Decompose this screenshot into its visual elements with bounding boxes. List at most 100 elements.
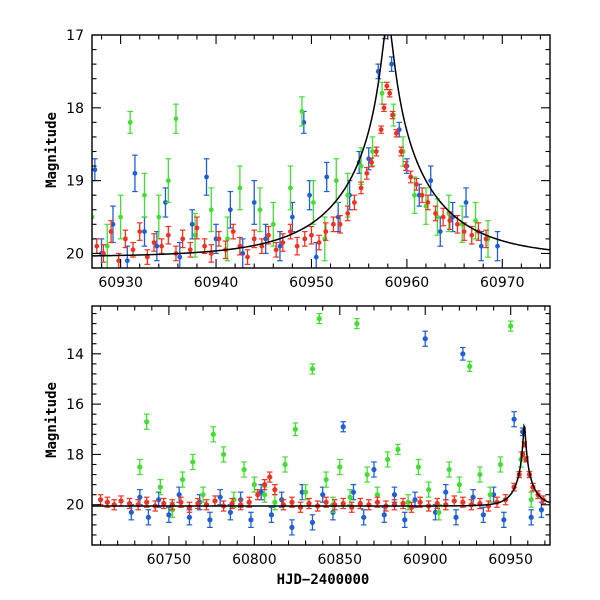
bottom-panel: Magnitude 60750 60800 60850 60900 60950 14 16 1… (44, 305, 551, 588)
top-red-point (287, 223, 294, 240)
top-green-point (237, 165, 243, 211)
top-blue-point (427, 165, 434, 196)
bottom-green-point (309, 363, 316, 375)
bottom-red-point (266, 471, 273, 483)
top-red-point (407, 170, 414, 184)
bottom-green-point (395, 443, 401, 456)
top-red-point (265, 225, 272, 245)
top-model-curve (92, 35, 550, 257)
bottom-ytick-label: 18 (66, 447, 84, 463)
bottom-green-point (316, 312, 323, 325)
bottom-ytick-label: 14 (66, 347, 84, 363)
top-xtick-label: 60970 (480, 275, 525, 291)
top-red-point (373, 146, 380, 157)
bottom-red-point (366, 499, 372, 511)
top-blue-point (189, 209, 195, 240)
bottom-green-point (292, 422, 299, 437)
top-red-point (179, 229, 186, 249)
bottom-green-point (210, 426, 217, 443)
top-blue-point (463, 187, 469, 218)
top-panel: Magnitude 60930 60940 60950 60960 60970 17 18 1… (44, 28, 551, 291)
top-green-point (155, 194, 162, 240)
top-red-point (194, 216, 200, 240)
top-green-point (141, 172, 148, 218)
bottom-xtick-label: 60800 (232, 552, 277, 568)
bottom-green-point (302, 484, 309, 501)
bottom-green-point (241, 461, 247, 478)
top-green-point (173, 103, 179, 134)
bottom-red-point (97, 494, 104, 506)
top-green-point (192, 212, 198, 258)
shared-xlabel: HJD−2400000 (277, 572, 370, 588)
top-blue-point (110, 205, 116, 244)
top-red-point (389, 110, 396, 120)
bottom-green-point (425, 481, 432, 498)
bottom-blue-point (422, 330, 429, 347)
bottom-red-point (254, 489, 261, 501)
top-red-point (259, 238, 265, 255)
bottom-red-point (400, 497, 406, 510)
bottom-red-point (111, 499, 118, 511)
top-red-point (344, 205, 351, 222)
top-green-point (224, 216, 231, 262)
top-blue-point (251, 180, 258, 225)
top-blue-point (92, 158, 98, 182)
top-red-point (419, 187, 425, 204)
bottom-blue-point (319, 486, 326, 503)
bottom-green-point (354, 317, 360, 330)
bottom-red-point (442, 499, 449, 511)
top-green-point (270, 201, 277, 247)
bottom-red-point (104, 496, 111, 508)
bottom-blue-point (309, 514, 316, 531)
top-ytick-label: 19 (66, 174, 84, 190)
top-red-point (351, 194, 358, 211)
top-green-point (127, 110, 133, 134)
top-red-point (386, 89, 393, 98)
bottom-model-curve (92, 423, 550, 507)
top-blue-point (124, 245, 131, 268)
bottom-red-point (460, 496, 466, 508)
top-red-point (301, 230, 308, 247)
top-green-point (208, 187, 215, 233)
top-blue-point (494, 230, 501, 262)
top-xtick-label: 60940 (194, 275, 239, 291)
bottom-red-point (272, 484, 278, 496)
bottom-red-point (297, 501, 304, 513)
top-blue-point (176, 241, 183, 268)
top-red-point (378, 125, 384, 134)
bottom-blue-point (350, 484, 357, 501)
bottom-red-point (417, 496, 423, 508)
bottom-blue-point (207, 511, 213, 528)
top-red-point (381, 103, 387, 113)
bottom-green-point (323, 471, 329, 488)
top-green-point (322, 216, 328, 262)
bottom-green-point (466, 360, 473, 373)
top-red-point (425, 194, 431, 211)
top-red-point (208, 244, 215, 263)
bottom-blue-point (217, 489, 223, 506)
bottom-red-point (203, 499, 210, 511)
bottom-blue-point (453, 509, 459, 526)
bottom-green-point (336, 458, 343, 476)
top-red-point (165, 225, 172, 245)
bottom-green-point (497, 456, 504, 473)
top-series-red (93, 81, 489, 268)
top-red-point (144, 249, 151, 265)
top-red-point (230, 223, 237, 240)
top-blue-point (306, 180, 313, 211)
top-red-point (100, 244, 107, 263)
bottom-ytick-label: 16 (66, 397, 84, 413)
bottom-xtick-label: 60950 (488, 552, 533, 568)
top-blue-point (437, 216, 444, 247)
top-red-point (330, 216, 337, 233)
top-red-point (93, 238, 100, 255)
bottom-plot-area (92, 312, 550, 536)
bottom-xtick-label: 60850 (318, 552, 363, 568)
bottom-green-point (157, 478, 164, 496)
bottom-blue-point (371, 461, 377, 478)
bottom-green-point (477, 466, 483, 483)
bottom-blue-point (412, 491, 418, 508)
top-red-point (322, 222, 329, 241)
bottom-blue-point (401, 511, 408, 528)
top-blue-point (262, 223, 269, 255)
